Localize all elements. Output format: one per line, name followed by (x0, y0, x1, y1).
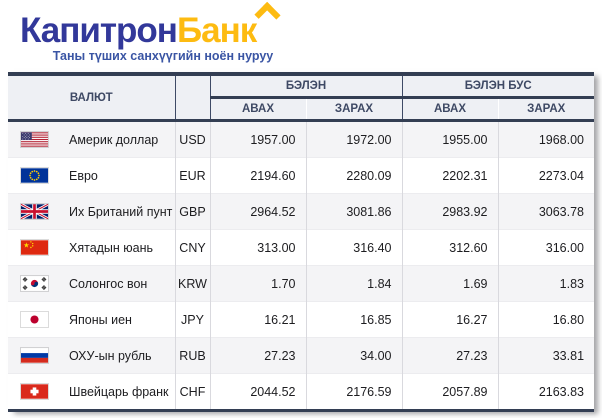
currency-name: Солонгос вон (69, 276, 148, 291)
eu-flag-icon (21, 168, 48, 183)
rate-row: Японы иен JPY 16.21 16.85 16.27 16.80 (8, 301, 595, 338)
cash-buy-rate: 313.00 (210, 229, 307, 266)
currency-name: Америк доллар (69, 132, 159, 147)
logo-part-bank: Банк (176, 11, 257, 50)
jp-flag-icon (21, 312, 48, 327)
noncash-buy-rate: 312.60 (402, 229, 499, 266)
noncash-buy-rate: 2057.89 (402, 373, 499, 409)
header-cash-sell: ЗАРАХ (306, 97, 403, 122)
header-sub-row: АВАХ ЗАРАХ АВАХ ЗАРАХ (8, 97, 595, 122)
currency-code: JPY (175, 301, 211, 338)
rate-row: Америк доллар USD 1957.00 1972.00 1955.0… (8, 120, 595, 158)
noncash-buy-rate: 1955.00 (402, 120, 499, 158)
noncash-buy-rate: 1.69 (402, 265, 499, 302)
currency-name: Их Британий пунт (69, 204, 173, 219)
noncash-buy-rate: 16.27 (402, 301, 499, 338)
cash-buy-rate: 16.21 (210, 301, 307, 338)
rate-row: ОХУ-ын рубль RUB 27.23 34.00 27.23 33.81 (8, 337, 595, 374)
noncash-buy-rate: 2202.31 (402, 157, 499, 194)
noncash-sell-rate: 2163.83 (498, 373, 595, 409)
kr-flag-icon (21, 276, 48, 291)
noncash-sell-rate: 316.00 (498, 229, 595, 266)
cash-buy-rate: 2194.60 (210, 157, 307, 194)
noncash-sell-rate: 33.81 (498, 337, 595, 374)
cash-sell-rate: 3081.86 (306, 193, 403, 230)
cash-sell-rate: 1972.00 (306, 120, 403, 158)
bank-logo: КапитронБанк Таны түших санхүүгийн ноён … (20, 1, 281, 63)
rate-row: Швейцарь франк CHF 2044.52 2176.59 2057.… (8, 373, 595, 409)
currency-code: RUB (175, 337, 211, 374)
gb-flag-icon (21, 204, 48, 219)
noncash-sell-rate: 1.83 (498, 265, 595, 302)
us-flag-icon (21, 132, 48, 147)
cash-buy-rate: 2964.52 (210, 193, 307, 230)
header-code-column (175, 76, 211, 122)
header-group-cash: БЭЛЭН (210, 76, 403, 99)
currency-code: CNY (175, 229, 211, 266)
currency-name: Хятадын юань (69, 240, 154, 255)
cash-buy-rate: 1.70 (210, 265, 307, 302)
header-group-noncash: БЭЛЭН БУС (402, 76, 595, 99)
ru-flag-icon (21, 348, 48, 363)
noncash-buy-rate: 27.23 (402, 337, 499, 374)
noncash-buy-rate: 2983.92 (402, 193, 499, 230)
currency-name: ОХУ-ын рубль (69, 348, 152, 363)
header-cash-buy: АВАХ (210, 97, 307, 122)
cash-sell-rate: 34.00 (306, 337, 403, 374)
header-currency: ВАЛЮТ (8, 76, 176, 122)
cash-buy-rate: 1957.00 (210, 120, 307, 158)
header-noncash-sell: ЗАРАХ (498, 97, 595, 122)
cash-buy-rate: 27.23 (210, 337, 307, 374)
currency-code: KRW (175, 265, 211, 302)
cn-flag-icon (21, 240, 48, 255)
header-group-row: ВАЛЮТ БЭЛЭН БЭЛЭН БУС (8, 76, 595, 122)
rate-row: Их Британий пунт GBP 2964.52 3081.86 298… (8, 193, 595, 230)
noncash-sell-rate: 1968.00 (538, 132, 585, 147)
logo-part-kapitron: Капитрон (20, 11, 178, 50)
bank-tagline: Таны түших санхүүгийн ноён нуруу (52, 49, 274, 63)
header-noncash-buy: АВАХ (402, 97, 499, 122)
bank-logo-text: КапитронБанк (20, 1, 281, 52)
currency-name: Евро (69, 168, 98, 183)
currency-code: EUR (175, 157, 211, 194)
cash-sell-rate: 1.84 (306, 265, 403, 302)
cash-sell-rate: 2280.09 (306, 157, 403, 194)
noncash-sell-rate: 16.80 (498, 301, 595, 338)
caret-icon (254, 1, 281, 29)
noncash-sell-rate: 3063.78 (498, 193, 595, 230)
ch-flag-icon (21, 384, 48, 399)
noncash-sell-rate: 2273.04 (498, 157, 595, 194)
rate-row: Евро EUR 2194.60 2280.09 2202.31 2273.04 (8, 157, 595, 194)
currency-code: GBP (175, 193, 211, 230)
rate-row: Хятадын юань CNY 313.00 316.40 312.60 31… (8, 229, 595, 266)
exchange-rates-panel: ВАЛЮТ БЭЛЭН БЭЛЭН БУС АВАХ ЗАРАХ АВАХ ЗА… (8, 72, 595, 412)
rates-table-body: Америк доллар USD 1957.00 1972.00 1955.0… (8, 120, 595, 409)
cash-sell-rate: 2176.59 (306, 373, 403, 409)
currency-name: Японы иен (69, 312, 132, 327)
rate-row: Солонгос вон KRW 1.70 1.84 1.69 1.83 (8, 265, 595, 302)
currency-name: Швейцарь франк (69, 384, 169, 399)
currency-code: USD (175, 120, 211, 158)
cash-sell-rate: 16.85 (306, 301, 403, 338)
exchange-rates-table: ВАЛЮТ БЭЛЭН БЭЛЭН БУС АВАХ ЗАРАХ АВАХ ЗА… (8, 76, 595, 409)
cash-sell-rate: 316.40 (306, 229, 403, 266)
cash-buy-rate: 2044.52 (210, 373, 307, 409)
currency-code: CHF (175, 373, 211, 409)
